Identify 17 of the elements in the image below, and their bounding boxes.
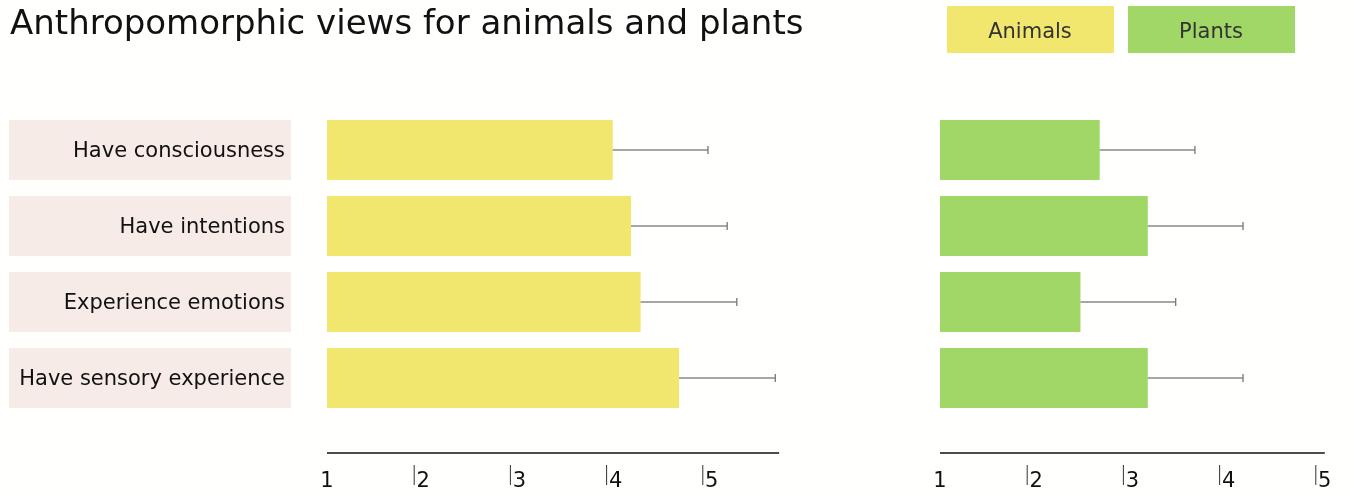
x-tick-label: 1	[320, 468, 334, 493]
x-tick-label: 4	[1221, 468, 1236, 493]
x-tick-label: 2	[416, 468, 430, 493]
x-tick-label: 1	[933, 468, 947, 493]
y-tick-label: Have sensory experience	[19, 366, 285, 391]
y-tick-label: Have consciousness	[73, 138, 285, 163]
x-tick-label: 5	[705, 468, 719, 493]
x-tick-label: 3	[1125, 468, 1140, 493]
y-tick-label: Experience emotions	[63, 290, 285, 315]
x-tick-label: 4	[608, 468, 623, 493]
y-tick-label: Have intentions	[119, 214, 285, 239]
x-tick-label: 5	[1318, 468, 1332, 493]
legend-label: Animals	[988, 19, 1072, 44]
chart-title: Anthropomorphic views for animals and plants	[10, 2, 804, 42]
x-tick-label: 3	[512, 468, 527, 493]
legend-label: Plants	[1179, 19, 1243, 44]
x-tick-label: 2	[1029, 468, 1043, 493]
